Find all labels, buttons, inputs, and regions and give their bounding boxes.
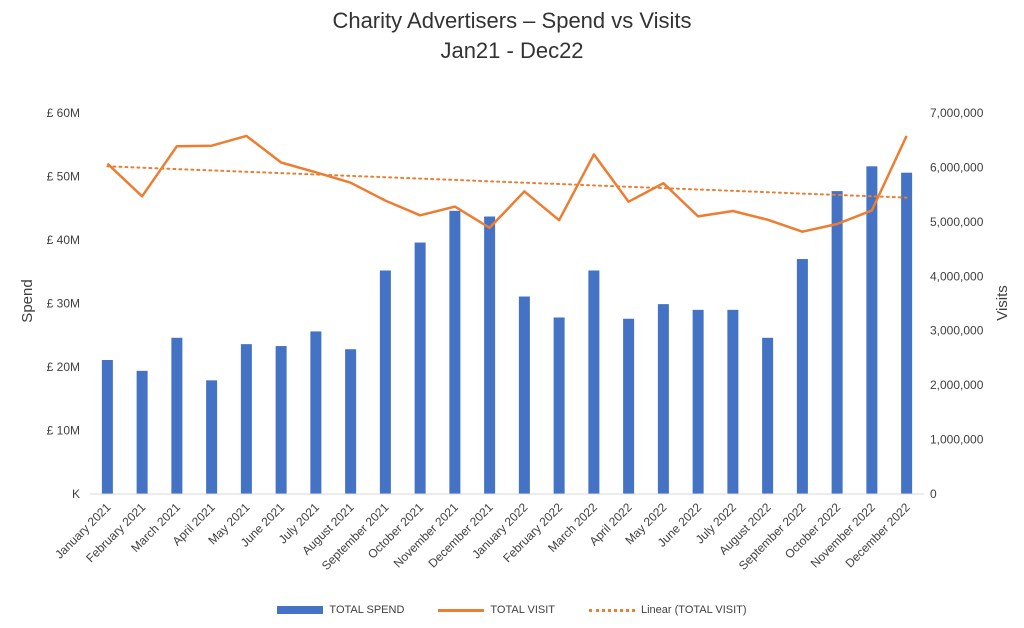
- spend-bar: [449, 210, 461, 495]
- spend-bar: [901, 172, 913, 494]
- legend-label: TOTAL SPEND: [329, 604, 405, 616]
- right-tick-label: 6,000,000: [930, 160, 984, 174]
- spend-bar: [657, 304, 669, 494]
- spend-bar: [623, 318, 635, 494]
- x-tick-label: December 2022: [842, 500, 913, 571]
- spend-bar: [553, 317, 565, 494]
- spend-bar: [831, 191, 843, 495]
- spend-bar: [518, 296, 530, 494]
- spend-bar: [206, 380, 218, 494]
- legend: TOTAL SPEND TOTAL VISIT Linear (TOTAL VI…: [0, 604, 1024, 616]
- legend-item-linear-total-visit: Linear (TOTAL VISIT): [589, 604, 747, 616]
- spend-bar: [275, 346, 287, 494]
- visit-lines: [106, 134, 908, 233]
- legend-item-total-visit: TOTAL VISIT: [438, 604, 555, 616]
- right-tick-label: 5,000,000: [930, 215, 984, 229]
- legend-label: TOTAL VISIT: [490, 604, 555, 616]
- left-tick-label: £ 30M: [47, 297, 80, 311]
- left-tick-label: £ 40M: [47, 233, 80, 247]
- left-tick-label: £ 10M: [47, 424, 80, 438]
- chart-title: Charity Advertisers – Spend vs Visits: [332, 8, 692, 33]
- spend-bar: [240, 344, 252, 494]
- right-tick-label: 4,000,000: [930, 269, 984, 283]
- spend-bar: [310, 331, 322, 494]
- left-tick-label: £ 20M: [47, 360, 80, 374]
- left-tick-label: £ 60M: [47, 106, 80, 120]
- right-tick-label: 0: [930, 487, 937, 501]
- axes: K £ 10M £ 20M £ 30M £ 40M £ 50M £ 60M 0 1,000,00…: [47, 106, 984, 573]
- left-tick-label: £ 50M: [47, 170, 80, 184]
- spend-bars: [101, 166, 913, 495]
- left-tick-label: K: [72, 487, 80, 501]
- spend-bar: [171, 337, 183, 494]
- legend-swatch-dotted: [589, 608, 635, 612]
- spend-bar: [762, 337, 774, 494]
- right-tick-label: 3,000,000: [930, 324, 984, 338]
- spend-bar: [484, 216, 496, 494]
- spend-bar: [727, 309, 739, 494]
- spend-bar: [136, 370, 148, 494]
- right-tick-label: 7,000,000: [930, 106, 984, 120]
- spend-bar: [379, 270, 391, 494]
- total-visit-line: [106, 134, 908, 233]
- right-axis-title: Visits: [994, 285, 1011, 321]
- right-tick-label: 2,000,000: [930, 378, 984, 392]
- spend-bar: [101, 360, 113, 494]
- spend-bar: [692, 309, 704, 494]
- right-tick-label: 1,000,000: [930, 433, 984, 447]
- linear-trend-line: [106, 165, 908, 199]
- legend-item-total-spend: TOTAL SPEND: [277, 604, 404, 616]
- spend-bar: [866, 166, 878, 494]
- left-axis-title: Spend: [19, 279, 36, 322]
- spend-bar: [588, 270, 600, 494]
- spend-bar: [414, 242, 426, 494]
- legend-swatch-line: [438, 608, 485, 612]
- legend-swatch-bar: [277, 606, 324, 614]
- spend-bar: [796, 259, 808, 494]
- legend-label: Linear (TOTAL VISIT): [641, 604, 747, 616]
- spend-bar: [345, 349, 357, 494]
- chart-subtitle: Jan21 - Dec22: [440, 38, 584, 63]
